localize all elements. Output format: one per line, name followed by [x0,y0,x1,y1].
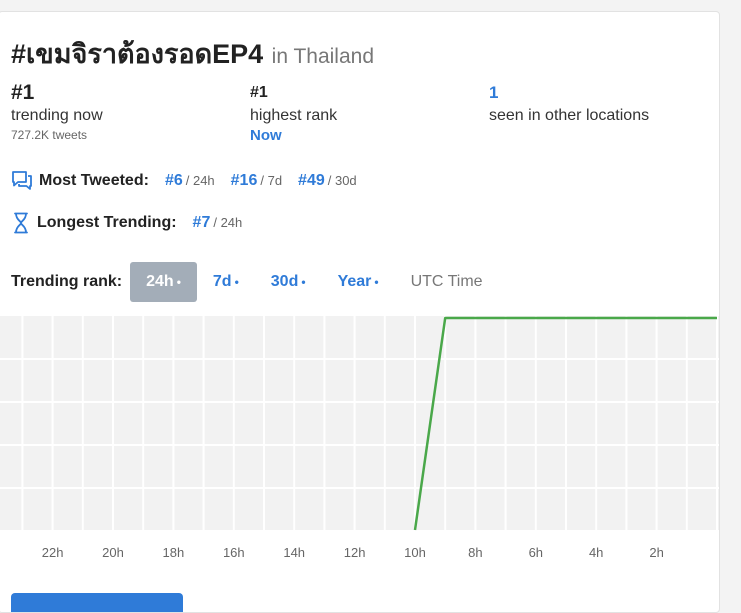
longest-trending-row: Longest Trending: #7/ 24h [11,212,242,234]
x-tick-label: 18h [163,545,185,560]
tab-24h[interactable]: 24h • [130,262,197,302]
trending-now-value: #1 [11,81,35,104]
longest-trending-label: Longest Trending: [37,214,177,231]
trending-rank-tabs: Trending rank: 24h • 7d • 30d • Year • UTC T… [11,262,499,302]
most-tweeted-label: Most Tweeted: [39,172,149,189]
other-locations-value[interactable]: 1 [489,83,499,102]
x-tick-label: 8h [468,545,482,560]
stat-trending-now: #1 trending now 727.2K tweets [11,81,103,143]
page-title: #เขมจิราต้องรอดEP4 in Thailand [11,32,374,75]
highest-rank-label: highest rank [250,107,338,124]
rank-series-line [413,316,717,531]
stat-highest-rank: #1 highest rank Now [250,82,337,144]
utc-time-toggle[interactable]: UTC Time [410,273,483,290]
x-tick-label: 4h [589,545,603,560]
tab-7d[interactable]: 7d • [212,273,239,290]
tab-year[interactable]: Year • [337,273,379,290]
stat-other-locations[interactable]: 1 seen in other locations [489,82,649,125]
bottom-action-button[interactable] [11,593,183,612]
most-tweeted-row: Most Tweeted: #6/ 24h #16/ 7d #49/ 30d [11,170,357,192]
most-tweeted-24h[interactable]: #6/ 24h [164,172,215,189]
chat-bubbles-icon [11,170,33,192]
x-tick-label: 12h [344,545,366,560]
highest-rank-value: #1 [250,84,268,101]
x-tick-label: 20h [102,545,124,560]
trend-card: #เขมจิราต้องรอดEP4 in Thailand #1 trendi… [0,11,720,613]
most-tweeted-7d[interactable]: #16/ 7d [230,172,283,189]
hashtag-title: #เขมจิราต้องรอดEP4 [11,39,264,69]
other-locations-label: seen in other locations [489,107,650,124]
x-tick-label: 14h [283,545,305,560]
tweet-count: 727.2K tweets [11,128,88,142]
x-tick-label: 10h [404,545,426,560]
x-tick-label: 22h [42,545,64,560]
trending-now-label: trending now [11,107,103,124]
trending-rank-label: Trending rank: [11,273,123,290]
longest-trending-24h[interactable]: #7/ 24h [192,214,243,231]
most-tweeted-30d[interactable]: #49/ 30d [298,172,357,189]
trending-rank-chart: 22h 20h 18h 16h 14h 12h 10h 8h 6h 4h 2h [0,316,719,560]
hourglass-icon [11,212,31,234]
x-tick-label: 16h [223,545,245,560]
x-tick-label: 2h [649,545,663,560]
location-label: in Thailand [271,45,375,68]
tab-30d[interactable]: 30d • [270,273,306,290]
highest-rank-when: Now [250,127,282,144]
chart-plot-area [0,316,719,530]
x-tick-label: 6h [529,545,543,560]
